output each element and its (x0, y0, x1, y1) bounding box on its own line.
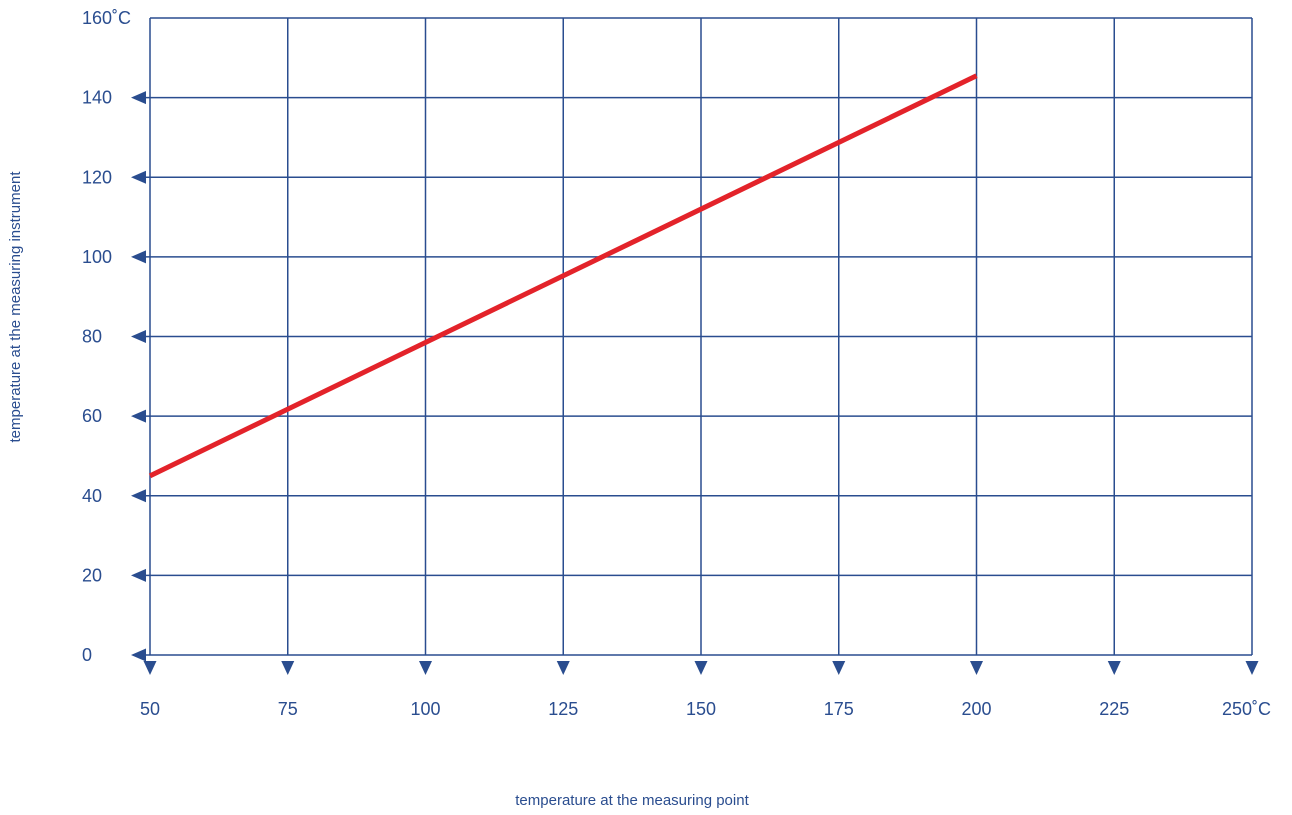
x-tick-arrow (694, 661, 708, 675)
x-tick-arrow (1107, 661, 1121, 675)
y-tick-label: 80 (82, 327, 102, 347)
x-tick-label: 175 (824, 699, 854, 719)
y-tick-arrow (131, 409, 146, 423)
y-tick-label: 0 (82, 645, 92, 665)
y-tick-arrow (131, 250, 146, 264)
y-tick-arrow (131, 648, 146, 662)
y-tick-label: 100 (82, 247, 112, 267)
x-tick-arrow (143, 661, 157, 675)
grid (133, 17, 1253, 656)
x-tick-label: 75 (278, 699, 298, 719)
x-tick-arrow (281, 661, 295, 675)
x-tick-arrow (1245, 661, 1259, 675)
x-tick-label: 100 (410, 699, 440, 719)
x-tick-label: 50 (140, 699, 160, 719)
series-line (148, 73, 978, 479)
y-tick-label: 120 (82, 167, 112, 187)
y-tick-label: 60 (82, 406, 102, 426)
x-tick-labels: 50 75 100 125 150 175 200 225 250˚C (140, 699, 1271, 719)
y-tick-label: 160˚C (82, 8, 131, 28)
y-tick-arrow (131, 489, 146, 503)
x-tick-label: 125 (548, 699, 578, 719)
series (148, 73, 978, 479)
y-axis-label: temperature at the measuring instrument (7, 171, 24, 443)
x-tick-label: 150 (686, 699, 716, 719)
x-tick-arrow (419, 661, 432, 675)
y-tick-label: 20 (82, 565, 102, 585)
x-axis-label: temperature at the measuring point (515, 792, 749, 809)
y-tick-arrow (131, 330, 146, 343)
y-tick-arrow (131, 91, 146, 105)
y-tick-arrow (131, 170, 146, 184)
x-tick-label: 250˚C (1222, 699, 1271, 719)
x-tick-arrow (970, 661, 983, 675)
y-tick-label: 140 (82, 88, 112, 108)
x-tick-arrow (556, 661, 570, 675)
y-tick-label: 40 (82, 486, 102, 506)
y-tick-arrow (131, 568, 146, 582)
tick-arrows (131, 91, 1259, 675)
x-tick-label: 225 (1099, 699, 1129, 719)
x-tick-arrow (832, 661, 846, 675)
y-tick-labels: 0 20 40 60 80 100 120 140 160˚C (82, 8, 131, 665)
x-tick-label: 200 (961, 699, 991, 719)
